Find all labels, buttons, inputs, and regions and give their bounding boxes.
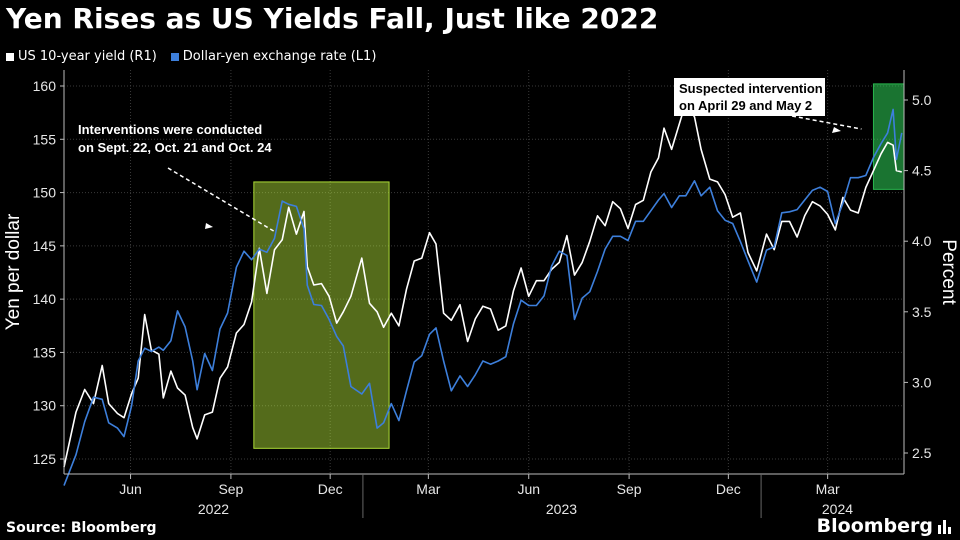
annotation-2022-line-0: Interventions were conducted: [78, 122, 262, 137]
x-tick-label-3: Mar: [416, 481, 440, 497]
right-tick-label-1: 3.0: [912, 374, 932, 390]
right-tick-label-2: 3.5: [912, 304, 932, 320]
brand-logo: Bloomberg: [817, 515, 952, 537]
year-label-2: 2024: [822, 501, 853, 517]
left-axis-title: Yen per dollar: [3, 213, 24, 330]
right-axis-title: Percent: [938, 239, 959, 305]
right-tick-label-4: 4.5: [912, 163, 932, 179]
left-tick-label-0: 125: [33, 451, 57, 467]
x-tick-label-2: Dec: [318, 481, 343, 497]
right-tick-label-3: 4.0: [912, 233, 932, 249]
highlight-box-0: [253, 181, 390, 449]
legend-swatch-usdjpy: [170, 52, 179, 61]
annotation-2024-line-0: Suspected intervention: [679, 81, 823, 96]
right-tick-label-5: 5.0: [912, 92, 932, 108]
legend-swatch-yield: [6, 52, 14, 61]
left-tick-label-3: 140: [33, 291, 57, 307]
annotation-2024-arrowhead: [832, 127, 841, 133]
left-tick-label-1: 130: [33, 398, 57, 414]
left-tick-label-7: 160: [33, 78, 57, 94]
x-tick-label-4: Jun: [517, 481, 540, 497]
annotation-2024-line-1: on April 29 and May 2: [679, 98, 812, 113]
left-tick-label-2: 135: [33, 344, 57, 360]
x-tick-label-5: Sep: [617, 481, 642, 497]
source-note: Source: Bloomberg: [6, 520, 157, 536]
legend-label-usdjpy: Dollar-yen exchange rate (L1): [182, 49, 377, 64]
right-tick-label-0: 2.5: [912, 445, 932, 461]
series-line-usdjpy: [63, 108, 903, 486]
x-tick-label-1: Sep: [218, 481, 243, 497]
annotation-2022-arrowhead: [205, 223, 213, 229]
annotation-2022-line-1: on Sept. 22, Oct. 21 and Oct. 24: [78, 140, 272, 155]
left-tick-label-5: 150: [33, 185, 57, 201]
left-tick-label-4: 145: [33, 238, 57, 254]
highlight-box-1: [872, 83, 905, 190]
x-tick-label-6: Dec: [716, 481, 741, 497]
annotation-2024-box: [674, 78, 825, 116]
bloomberg-icon: [938, 520, 951, 534]
x-tick-label-0: Jun: [119, 481, 142, 497]
legend-item-usdjpy: Dollar-yen exchange rate (L1): [170, 49, 377, 64]
legend: US 10-year yield (R1) Dollar-yen exchang…: [6, 49, 376, 64]
legend-label-yield: US 10-year yield (R1): [18, 49, 157, 64]
legend-item-yield: US 10-year yield (R1): [6, 49, 157, 64]
series-line-us10y: [63, 102, 903, 468]
left-tick-label-6: 155: [33, 131, 57, 147]
year-label-1: 2023: [546, 501, 577, 517]
x-tick-label-7: Mar: [816, 481, 840, 497]
annotation-2024-arrow: [791, 115, 862, 130]
year-label-0: 2022: [198, 501, 229, 517]
chart-title: Yen Rises as US Yields Fall, Just like 2…: [6, 2, 659, 35]
brand-name: Bloomberg: [816, 515, 933, 537]
